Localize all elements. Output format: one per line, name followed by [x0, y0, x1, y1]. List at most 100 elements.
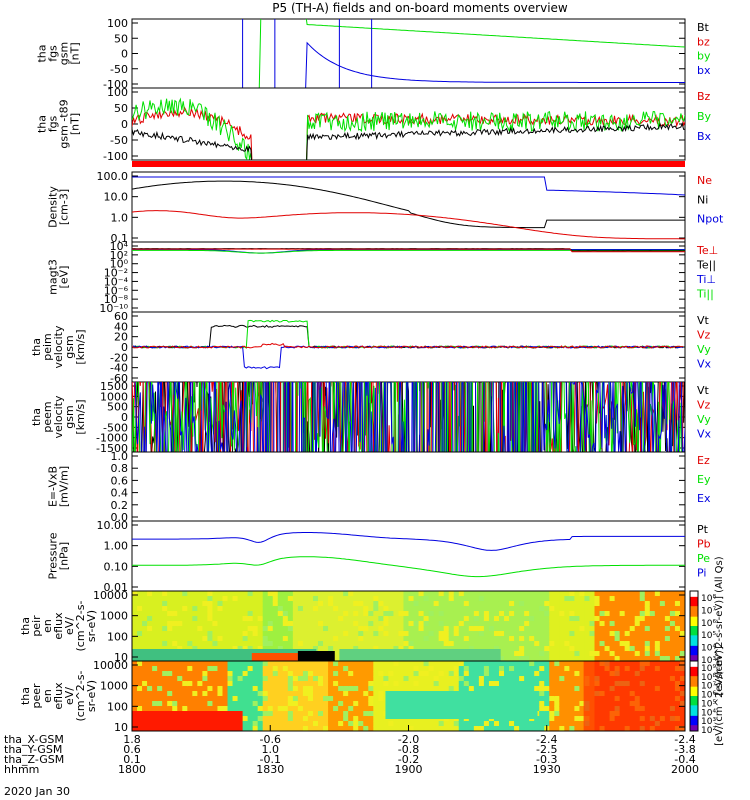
heatmap-cell [458, 671, 465, 677]
heatmap-cell [393, 641, 400, 647]
heatmap-cell [509, 651, 515, 657]
heatmap-cell [564, 656, 570, 661]
heatmap-cell [328, 641, 334, 647]
heatmap-cell [192, 611, 198, 617]
heatmap-cell [564, 701, 570, 707]
heatmap-cell [468, 591, 475, 597]
heatmap-cell [152, 686, 158, 692]
heatmap-cell [187, 591, 193, 597]
heatmap-cell [297, 601, 304, 607]
heatmap-cell [504, 621, 510, 627]
colorbar-cell [690, 592, 698, 594]
heatmap-cell [509, 666, 515, 672]
heatmap-cell [373, 681, 379, 687]
heatmap-cell [443, 661, 450, 667]
heatmap-cell [579, 606, 586, 612]
colorbar-tick-label: 10² [701, 726, 716, 736]
heatmap-cell [323, 671, 329, 677]
heatmap-cell [493, 621, 500, 627]
colorbar-cell [690, 672, 698, 675]
heatmap-cell [368, 711, 374, 717]
heatmap-cell [242, 716, 249, 722]
heatmap-cell [368, 666, 374, 672]
series-fgs-gsm [242, 19, 685, 88]
heatmap-cell [433, 636, 440, 642]
heatmap-cell [348, 721, 354, 727]
heatmap-cell [177, 596, 183, 602]
heatmap-cell [323, 701, 329, 707]
heatmap-cell [227, 601, 234, 607]
heatmap-cell [252, 591, 259, 597]
heatmap-cell [267, 701, 274, 707]
heatmap-cell [403, 616, 410, 622]
heatmap-cell [373, 611, 379, 617]
heatmap-cell [312, 636, 319, 642]
heatmap-cell [559, 611, 565, 617]
heatmap-cell [192, 671, 198, 677]
heatmap-cell [257, 591, 264, 597]
heatmap-cell [162, 706, 168, 712]
heatmap-cell [257, 611, 264, 617]
colorbar-cell [690, 655, 698, 657]
heatmap-cell [403, 636, 410, 642]
colorbar-tick-label: 10³ [701, 656, 716, 666]
heatmap-cell [408, 606, 415, 612]
heatmap-cell [373, 636, 379, 642]
heatmap-cell [237, 606, 244, 612]
heatmap-cell [559, 631, 565, 637]
y-axis-label: peer [30, 683, 43, 709]
heatmap-cell [594, 616, 601, 622]
heatmap-cell [579, 726, 586, 731]
heatmap-cell [448, 641, 455, 647]
heatmap-cell [358, 696, 364, 702]
heatmap-cell [187, 626, 193, 632]
heatmap-cell [458, 611, 465, 617]
heatmap-cell [509, 606, 515, 612]
heatmap-cell [363, 721, 369, 727]
heatmap-cell [292, 611, 299, 617]
heatmap-cell [448, 666, 455, 672]
heatmap-cell [564, 716, 570, 722]
heatmap-cell [408, 631, 415, 637]
heatmap-cell [438, 626, 445, 632]
heatmap-cell [669, 626, 676, 632]
heatmap-cell [227, 611, 234, 617]
colorbar-cell [690, 635, 698, 637]
heatmap-cell [674, 591, 681, 597]
heatmap-cell [554, 656, 560, 661]
heatmap-cell [609, 626, 616, 632]
heatmap-cell [282, 721, 289, 727]
x-row-value: 1930 [533, 763, 561, 776]
legend-Vt: Vt [697, 314, 710, 327]
heatmap-cell [428, 636, 435, 642]
heatmap-cell [629, 616, 636, 622]
heatmap-cell [368, 676, 374, 682]
heatmap-cell [398, 721, 405, 727]
heatmap-cell [182, 686, 188, 692]
heatmap-cell [142, 666, 148, 672]
heatmap-cell [524, 631, 530, 637]
heatmap-cell [232, 591, 239, 597]
heatmap-cell [247, 716, 254, 722]
heatmap-cell [373, 701, 379, 707]
heatmap-cell [458, 606, 465, 612]
heatmap-cell [458, 666, 465, 672]
heatmap-cell [333, 711, 339, 717]
heatmap-cell [669, 601, 676, 607]
heatmap-cell [212, 666, 219, 672]
heatmap-cell [182, 681, 188, 687]
heatmap-cell [167, 701, 173, 707]
heatmap-cell [488, 621, 495, 627]
heatmap-cell [514, 621, 520, 627]
colorbar-cell [690, 714, 698, 717]
heatmap-cell [569, 666, 575, 672]
heatmap-cell [544, 626, 550, 632]
figure-title: P5 (TH-A) fields and on-board moments ov… [272, 1, 568, 15]
heatmap-cell [232, 681, 239, 687]
heatmap-cell [478, 726, 485, 731]
heatmap-cell [554, 646, 560, 652]
heatmap-cell [272, 681, 279, 687]
heatmap-cell [348, 641, 354, 647]
heatmap-cell [282, 671, 289, 677]
colorbar-cell [690, 703, 698, 705]
